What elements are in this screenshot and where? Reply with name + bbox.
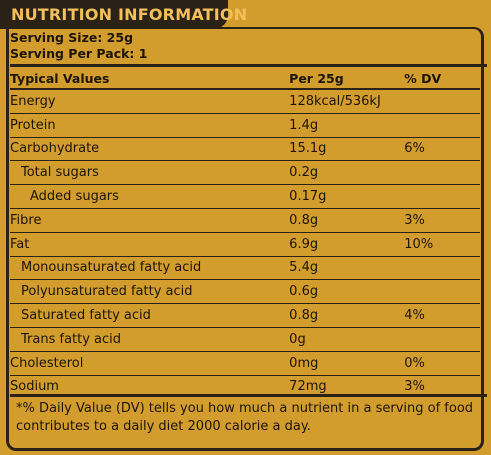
nutrient-amount: 0.8g <box>289 308 319 324</box>
nutrient-daily-value <box>394 89 480 113</box>
nutrient-amount: 0.2g <box>289 165 319 181</box>
nutrient-name: Fibre <box>10 212 42 228</box>
footnote: *% Daily Value (DV) tells you how much a… <box>16 401 474 434</box>
nutrient-name: Saturated fatty acid <box>21 308 151 324</box>
header-divider <box>10 64 487 67</box>
nutrient-amount: 15.1g <box>289 141 327 157</box>
nutrition-panel <box>6 27 484 451</box>
nutrient-daily-value <box>394 256 480 280</box>
nutrient-name: Cholesterol <box>10 355 84 371</box>
nutrient-daily-value <box>394 185 480 209</box>
nutrient-name: Trans fatty acid <box>21 331 122 347</box>
table-row: Saturated fatty acid 0.8g 4% <box>10 303 480 328</box>
nutrient-daily-value: 4% <box>404 308 425 324</box>
nutrient-daily-value <box>394 327 480 351</box>
table-row: Fibre 0.8g 3% <box>10 208 480 232</box>
footnote-divider <box>10 394 487 397</box>
nutrient-amount: 0mg <box>289 355 319 371</box>
nutrient-amount: 72mg <box>289 379 327 395</box>
table-row: Trans fatty acid 0g <box>10 327 480 351</box>
nutrient-amount: 0g <box>289 331 306 347</box>
table-row: Energy 128kcal/536kJ <box>10 89 480 113</box>
nutrient-name: Energy <box>10 93 56 109</box>
nutrient-name: Protein <box>10 117 56 133</box>
nutrient-name: Added sugars <box>30 189 119 205</box>
table-row: Carbohydrate 15.1g 6% <box>10 137 480 161</box>
nutrient-name: Fat <box>10 236 30 252</box>
serving-size: Serving Size: 25g <box>10 30 134 45</box>
nutrient-daily-value: 10% <box>404 236 434 252</box>
table-row: Added sugars 0.17g <box>10 184 480 209</box>
nutrient-name: Polyunsaturated fatty acid <box>21 284 193 300</box>
nutrient-name: Carbohydrate <box>10 141 100 157</box>
nutrient-daily-value: 3% <box>404 379 425 395</box>
nutrient-daily-value: 6% <box>404 141 425 157</box>
table-row: Monounsaturated fatty acid 5.4g <box>10 256 480 280</box>
header-daily-value: % DV <box>404 71 442 86</box>
nutrient-amount: 0.6g <box>289 284 319 300</box>
nutrient-name: Sodium <box>10 379 59 395</box>
nutrient-amount: 0.8g <box>289 212 319 228</box>
nutrient-amount: 0.17g <box>289 189 327 205</box>
nutrient-daily-value <box>394 161 480 185</box>
nutrient-name: Total sugars <box>21 165 99 181</box>
nutrient-daily-value <box>394 280 480 304</box>
table-header-row: Typical Values Per 25g % DV <box>10 69 480 89</box>
nutrition-table: Typical Values Per 25g % DV Energy 128kca… <box>10 69 480 398</box>
nutrition-title: NUTRITION INFORMATION <box>0 0 247 29</box>
header-per-serving: Per 25g <box>289 71 344 86</box>
nutrient-daily-value <box>394 113 480 137</box>
header-typical-values: Typical Values <box>10 71 110 86</box>
nutrient-daily-value: 3% <box>404 212 425 228</box>
nutrient-name: Monounsaturated fatty acid <box>21 260 202 276</box>
nutrient-amount: 6.9g <box>289 236 319 252</box>
table-row: Total sugars 0.2g <box>10 160 480 185</box>
nutrient-amount: 128kcal/536kJ <box>289 93 381 109</box>
table-row: Protein 1.4g <box>10 113 480 137</box>
serving-per-pack: Serving Per Pack: 1 <box>10 46 148 61</box>
table-row: Polyunsaturated fatty acid 0.6g <box>10 279 480 304</box>
nutrient-amount: 5.4g <box>289 260 319 276</box>
nutrient-amount: 1.4g <box>289 117 319 133</box>
table-row: Sodium 72mg 3% <box>10 375 480 398</box>
nutrient-daily-value: 0% <box>404 355 425 371</box>
table-row: Cholesterol 0mg 0% <box>10 351 480 375</box>
table-row: Fat 6.9g 10% <box>10 232 480 256</box>
